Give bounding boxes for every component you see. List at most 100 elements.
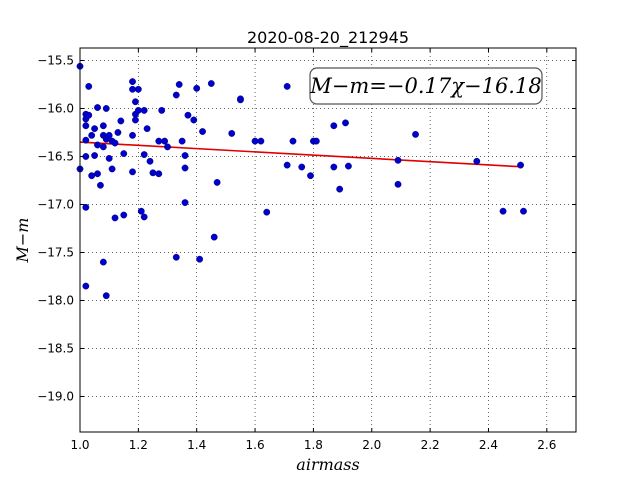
fit-line-layer	[79, 141, 521, 168]
y-tick-label: −19.0	[37, 389, 74, 403]
data-point	[517, 161, 524, 169]
data-point	[213, 178, 221, 186]
data-point	[99, 122, 107, 130]
data-point	[111, 139, 119, 147]
data-point	[102, 105, 110, 112]
data-point	[412, 130, 419, 138]
x-tick-labels: 1.0 1.2 1.4 1.6 1.8 2.0 2.2 2.4 2.6	[70, 438, 556, 452]
data-point	[196, 255, 204, 263]
data-point	[88, 172, 96, 180]
data-point	[181, 152, 189, 159]
data-point	[330, 163, 338, 171]
data-point	[120, 150, 128, 158]
axis-ticks	[79, 48, 576, 432]
x-tick-label: 1.2	[129, 438, 148, 452]
data-point	[283, 161, 291, 169]
x-tick-label: 2.0	[362, 438, 381, 452]
data-point	[94, 170, 101, 178]
data-point	[345, 162, 352, 170]
y-tick-labels: −15.5 −16.0 −16.5 −17.0 −17.5 −18.0 −18.5 −19.0	[37, 53, 74, 403]
data-point	[257, 137, 265, 145]
data-point	[82, 122, 90, 130]
data-point	[85, 83, 93, 90]
data-point	[132, 98, 139, 106]
x-axis-label: airmass	[296, 455, 359, 474]
y-tick-label: −16.5	[37, 149, 74, 163]
data-point	[312, 137, 320, 145]
data-point	[155, 170, 163, 178]
fit-line	[79, 141, 521, 168]
data-point	[120, 211, 128, 219]
data-point	[99, 143, 107, 151]
data-point	[91, 152, 98, 159]
data-point	[181, 164, 189, 172]
data-point	[129, 85, 136, 93]
data-point	[184, 111, 192, 119]
data-point	[85, 111, 93, 119]
data-point	[117, 117, 125, 125]
data-point	[146, 157, 154, 165]
data-point	[149, 169, 157, 177]
y-axis-label: M−m	[13, 218, 32, 264]
data-point	[132, 116, 139, 124]
data-point	[473, 157, 481, 165]
fit-equation: M−m=−0.17χ−16.18	[309, 74, 541, 98]
y-tick-label: −17.0	[37, 197, 74, 211]
x-tick-label: 1.0	[70, 438, 89, 452]
data-point	[499, 207, 507, 215]
data-point	[394, 156, 402, 164]
data-point	[210, 233, 218, 241]
data-point	[251, 137, 259, 145]
data-point	[228, 130, 236, 137]
data-point	[330, 122, 338, 130]
data-point	[82, 203, 90, 211]
fit-equation-frame	[309, 67, 543, 105]
data-point	[102, 292, 110, 300]
grid-lines	[79, 48, 576, 432]
data-point	[394, 180, 402, 188]
data-point	[298, 163, 306, 171]
x-tick-label: 2.2	[421, 438, 440, 452]
data-point	[336, 185, 344, 193]
x-tick-label: 1.4	[187, 438, 206, 452]
data-point	[237, 95, 244, 103]
data-point	[178, 137, 186, 145]
chart-title: 2020-08-20_212945	[247, 28, 409, 48]
data-point	[88, 131, 96, 139]
data-point	[82, 282, 90, 290]
data-point	[134, 85, 142, 93]
data-point	[175, 81, 183, 88]
data-point	[91, 125, 98, 133]
data-point	[207, 80, 215, 87]
data-point	[289, 137, 297, 145]
x-tick-label: 2.4	[479, 438, 498, 452]
data-point	[520, 207, 527, 215]
data-points	[76, 62, 527, 300]
y-tick-label: −18.5	[37, 341, 74, 355]
data-point	[105, 131, 113, 139]
data-point	[108, 165, 116, 173]
data-point	[158, 107, 166, 114]
y-tick-label: −15.5	[37, 53, 74, 67]
data-point	[129, 168, 136, 176]
data-point	[140, 213, 148, 221]
data-point	[105, 154, 113, 162]
fit-equation-box: M−m=−0.17χ−16.18	[309, 67, 543, 105]
y-tick-label: −18.0	[37, 293, 74, 307]
data-point	[307, 172, 314, 180]
data-point	[137, 207, 145, 215]
data-point	[172, 253, 180, 261]
data-point	[342, 119, 349, 127]
data-point	[161, 137, 169, 145]
data-point	[94, 141, 101, 149]
data-point	[190, 116, 198, 124]
data-point	[181, 199, 189, 206]
data-point	[263, 208, 271, 216]
data-point	[164, 143, 171, 151]
data-point	[94, 104, 101, 111]
y-tick-label: −17.5	[37, 245, 74, 259]
data-point	[155, 137, 163, 145]
data-point	[129, 78, 136, 86]
data-point	[283, 83, 291, 90]
